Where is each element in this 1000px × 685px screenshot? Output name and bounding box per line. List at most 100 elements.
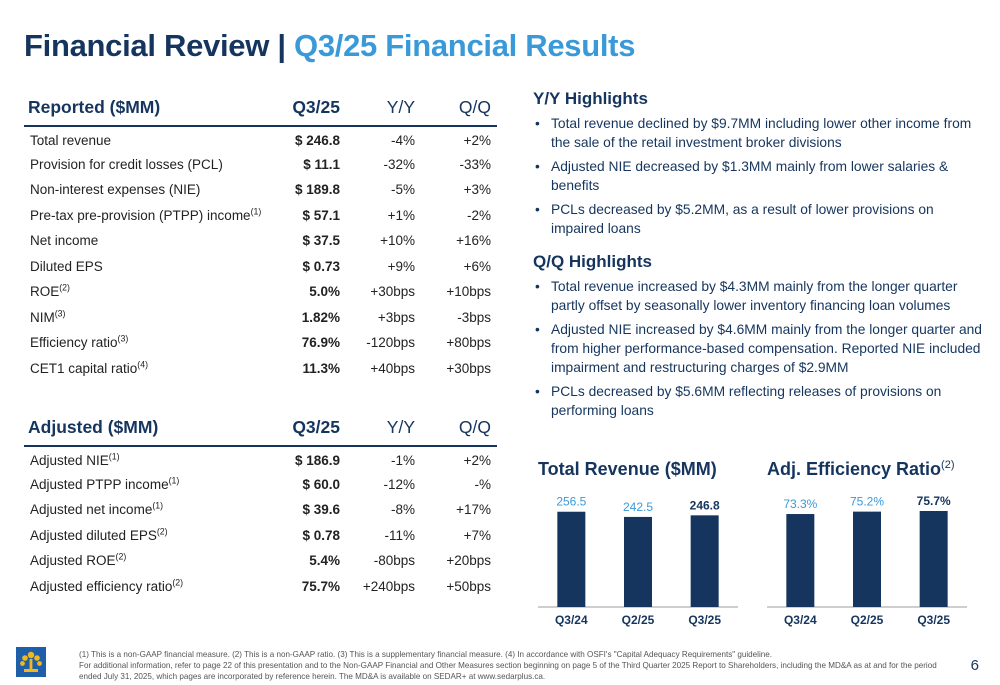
total-revenue-chart-data-label: 246.8 (690, 498, 720, 512)
qq-highlights: Q/Q Highlights Total revenue increased b… (533, 252, 988, 425)
reported-row-qq: -3bps (457, 309, 491, 325)
adjusted-row-value: $ 186.9 (294, 452, 340, 468)
page-title-sub: Q3/25 Financial Results (294, 28, 636, 63)
reported-row-qq: +10bps (446, 284, 491, 300)
total-revenue-chart-category-label: Q3/25 (688, 613, 721, 627)
adjusted-row-qq: +2% (463, 452, 491, 468)
page-number: 6 (970, 657, 979, 674)
reported-row-label: Total revenue (30, 132, 112, 148)
reported-row-yy: -4% (390, 132, 415, 148)
reported-row: Diluted EPS $ 0.73 +9% +6% (24, 254, 497, 280)
total-revenue-chart-category-label: Q3/24 (555, 613, 588, 627)
reported-row-qq: +3% (463, 182, 491, 198)
reported-row-yy: -5% (390, 182, 415, 198)
yy-highlight-item: Adjusted NIE decreased by $1.3MM mainly … (533, 157, 988, 195)
adjusted-row-label: Adjusted efficiency ratio(2) (30, 577, 184, 594)
adjusted-row-value: 75.7% (301, 578, 340, 594)
reported-row-value: $ 246.8 (294, 132, 340, 148)
reported-row-qq: +6% (463, 258, 491, 274)
total-revenue-chart-title: Total Revenue ($MM) (538, 459, 717, 479)
total-revenue-chart-data-label: 242.5 (623, 500, 653, 514)
reported-header-row: Reported ($MM) Q3/25 Y/Y Q/Q (24, 90, 497, 127)
adjusted-header-label: Adjusted ($MM) (24, 410, 274, 447)
total-revenue-chart-category-label: Q2/25 (622, 613, 655, 627)
adjusted-row-yy: -80bps (373, 553, 415, 569)
reported-row-label: Efficiency ratio(3) (30, 333, 129, 351)
adjusted-row-qq: +20bps (446, 553, 491, 569)
footnote-line: For additional information, refer to pag… (79, 661, 937, 681)
reported-row: Total revenue $ 246.8 -4% +2% (24, 126, 497, 152)
adjusted-row: Adjusted PTPP income(1) $ 60.0 -12% -% (24, 472, 497, 498)
efficiency-ratio-chart-bar (786, 514, 815, 607)
adjusted-row: Adjusted efficiency ratio(2) 75.7% +240bps… (24, 574, 497, 600)
efficiency-ratio-chart-category-label: Q2/25 (851, 613, 884, 627)
reported-row: NIM(3) 1.82% +3bps -3bps (24, 305, 497, 331)
total-revenue-chart-data-label: 256.5 (556, 495, 586, 509)
yy-highlights-list: Total revenue declined by $9.7MM includi… (533, 114, 988, 238)
reported-row-qq: +2% (463, 132, 491, 148)
reported-row: CET1 capital ratio(4) 11.3% +40bps +30bps (24, 356, 497, 382)
total-revenue-chart-bar (690, 515, 719, 607)
reported-row-label: Pre-tax pre-provision (PTPP) income(1) (30, 206, 262, 223)
reported-row-value: $ 189.8 (294, 182, 340, 198)
efficiency-ratio-chart-bar (853, 511, 881, 607)
adjusted-row: Adjusted ROE(2) 5.4% -80bps +20bps (24, 548, 497, 574)
reported-row-qq: +80bps (446, 335, 491, 351)
reported-row: Efficiency ratio(3) 76.9% -120bps +80bps (24, 330, 497, 356)
yy-highlight-item: PCLs decreased by $5.2MM, as a result of… (533, 200, 988, 238)
reported-row-yy: +40bps (370, 360, 415, 376)
total-revenue-chart: Total Revenue ($MM) 256.5 Q3/24 242.5 Q2/25… (538, 459, 738, 627)
adjusted-row-yy: -1% (390, 452, 415, 468)
adjusted-row-label: Adjusted NIE(1) (30, 451, 120, 468)
efficiency-ratio-chart-data-label: 75.7% (917, 494, 951, 508)
reported-header-yy: Y/Y (346, 90, 421, 127)
reported-row-label: NIM(3) (30, 308, 66, 325)
reported-row-label: Non-interest expenses (NIE) (30, 182, 201, 198)
adjusted-row-yy: -11% (384, 527, 415, 543)
reported-table: Reported ($MM) Q3/25 Y/Y Q/Q Total reven… (24, 90, 497, 381)
adjusted-row-value: $ 60.0 (302, 476, 340, 492)
page-title: Financial Review | Q3/25 Financial Resul… (24, 28, 635, 64)
reported-header-qq: Q/Q (421, 90, 497, 127)
adjusted-row-qq: -% (474, 476, 492, 492)
reported-row-label: Provision for credit losses (PCL) (30, 156, 223, 172)
reported-row-value: 1.82% (301, 309, 340, 325)
reported-row-qq: +16% (456, 233, 491, 249)
laurentian-bank-logo-icon (16, 647, 46, 677)
adjusted-row-label: Adjusted ROE(2) (30, 551, 127, 569)
reported-row: Non-interest expenses (NIE) $ 189.8 -5% +3% (24, 177, 497, 203)
adjusted-row-yy: -8% (390, 502, 415, 518)
reported-row-value: $ 37.5 (302, 233, 340, 249)
reported-row-value: 76.9% (301, 335, 340, 351)
qq-highlights-list: Total revenue increased by $4.3MM mainly… (533, 277, 988, 420)
reported-row-value: 5.0% (309, 284, 340, 300)
adjusted-table: Adjusted ($MM) Q3/25 Y/Y Q/Q Adjusted NI… (24, 410, 497, 599)
reported-row-label: ROE(2) (30, 282, 70, 300)
reported-row-yy: +3bps (377, 309, 415, 325)
adjusted-header-yy: Y/Y (346, 410, 421, 447)
reported-header-period: Q3/25 (274, 90, 346, 127)
efficiency-ratio-chart: Adj. Efficiency Ratio(2) 73.3% Q3/24 75.2%… (767, 459, 992, 627)
reported-row-yy: -120bps (366, 335, 415, 351)
qq-highlight-item: Total revenue increased by $4.3MM mainly… (533, 277, 988, 315)
qq-highlights-title: Q/Q Highlights (533, 252, 652, 271)
reported-row-label: CET1 capital ratio(4) (30, 359, 149, 376)
yy-highlights-title: Y/Y Highlights (533, 89, 648, 108)
footnote: (1) This is a non-GAAP financial measure… (79, 649, 949, 682)
reported-row-value: $ 11.1 (303, 156, 340, 172)
reported-row-label: Diluted EPS (30, 258, 103, 274)
adjusted-row-qq: +50bps (446, 578, 491, 594)
total-revenue-chart-bar (624, 516, 652, 607)
reported-row-value: 11.3% (302, 360, 340, 376)
page-title-main: Financial Review | (24, 28, 295, 63)
total-revenue-chart-plot: 256.5 Q3/24 242.5 Q2/25 246.8 Q3/25 (538, 495, 738, 627)
adjusted-row-qq: +17% (456, 502, 491, 518)
reported-row-yy: -32% (383, 156, 415, 172)
efficiency-ratio-chart-plot: 73.3% Q3/24 75.2% Q2/25 75.7% Q3/25 (767, 494, 967, 627)
reported-row-yy: +30bps (370, 284, 415, 300)
reported-row-yy: +9% (387, 258, 415, 274)
adjusted-row: Adjusted diluted EPS(2) $ 0.78 -11% +7% (24, 523, 497, 549)
adjusted-row-yy: -12% (383, 476, 415, 492)
adjusted-row: Adjusted net income(1) $ 39.6 -8% +17% (24, 497, 497, 523)
adjusted-row-value: 5.4% (309, 553, 340, 569)
